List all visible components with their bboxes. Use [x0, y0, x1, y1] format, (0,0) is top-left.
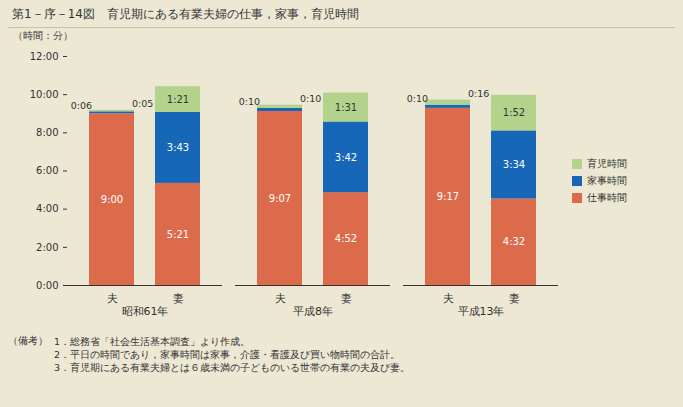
svg-text:1:52: 1:52 [503, 107, 525, 118]
svg-text:3:42: 3:42 [335, 152, 357, 163]
svg-text:平成13年: 平成13年 [458, 305, 505, 318]
html-text:育児時間: 育児時間 [587, 157, 627, 169]
svg-text:夫: 夫 [443, 292, 454, 305]
svg-text:4:32: 4:32 [503, 236, 525, 247]
svg-text:2:00: 2:00 [36, 242, 58, 253]
svg-text:妻: 妻 [173, 292, 184, 305]
svg-text:9:07: 9:07 [269, 193, 291, 204]
svg-text:（時間：分）: （時間：分） [13, 30, 73, 41]
svg-text:平成8年: 平成8年 [293, 305, 333, 318]
svg-text:0:10: 0:10 [407, 93, 428, 104]
svg-text:昭和61年: 昭和61年 [122, 305, 169, 318]
svg-text:5:21: 5:21 [167, 229, 189, 240]
svg-text:0:00: 0:00 [36, 280, 58, 291]
svg-text:9:00: 9:00 [101, 194, 123, 205]
html-text:3．育児期にある有業夫婦とは６歳未満の子どものいる世帯の有業: 3．育児期にある有業夫婦とは６歳未満の子どものいる世帯の有業の夫及び妻。 [54, 362, 410, 373]
svg-text:6:00: 6:00 [36, 165, 58, 176]
svg-text:0:16: 0:16 [468, 88, 489, 99]
html-text:仕事時間: 仕事時間 [587, 191, 627, 203]
html-text:第1－序－14図 育児期にある有業夫婦の仕事，家事，育児時間: 第1－序－14図 育児期にある有業夫婦の仕事，家事，育児時間 [12, 7, 359, 21]
svg-text:1:21: 1:21 [167, 94, 189, 105]
html-text:（備考）: （備考） [8, 335, 48, 346]
html-text:家事時間: 家事時間 [587, 174, 627, 186]
svg-text:10:00: 10:00 [30, 89, 59, 100]
svg-text:4:00: 4:00 [36, 203, 58, 214]
svg-text:0:10: 0:10 [300, 93, 321, 104]
svg-text:9:17: 9:17 [437, 191, 459, 202]
svg-text:8:00: 8:00 [36, 127, 58, 138]
svg-text:1:31: 1:31 [335, 102, 357, 113]
svg-text:夫: 夫 [275, 292, 286, 305]
html-text:2．平日の時間であり，家事時間は家事，介護・看護及び買い物時: 2．平日の時間であり，家事時間は家事，介護・看護及び買い物時間の合計。 [54, 349, 400, 360]
svg-text:妻: 妻 [341, 292, 352, 305]
svg-text:0:05: 0:05 [132, 98, 153, 109]
svg-text:0:10: 0:10 [239, 96, 260, 107]
html-text:1．総務省「社会生活基本調査」より作成。: 1．総務省「社会生活基本調査」より作成。 [54, 336, 250, 347]
svg-text:12:00: 12:00 [30, 51, 59, 62]
svg-text:夫: 夫 [107, 292, 118, 305]
svg-text:3:43: 3:43 [167, 142, 189, 153]
svg-text:4:52: 4:52 [335, 233, 357, 244]
svg-text:0:06: 0:06 [71, 100, 92, 111]
svg-text:妻: 妻 [509, 292, 520, 305]
svg-text:3:34: 3:34 [503, 159, 525, 170]
